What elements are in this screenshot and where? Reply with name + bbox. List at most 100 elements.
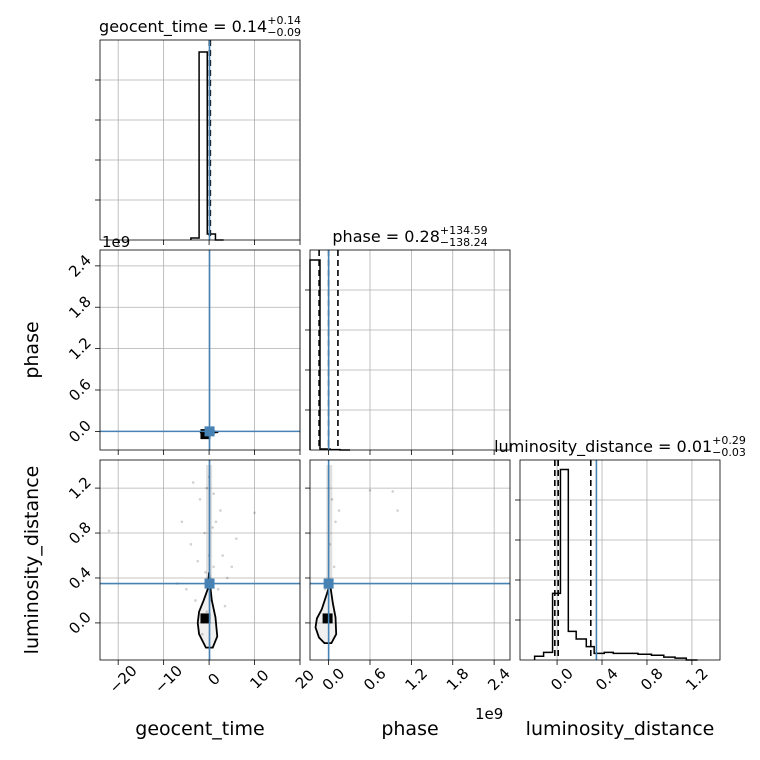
sample-point xyxy=(368,489,372,492)
tick-label: 0.4 xyxy=(592,664,622,694)
sample-point xyxy=(391,490,395,493)
sample-point xyxy=(212,565,215,569)
ylabel-phase: phase xyxy=(21,321,43,378)
tick-label: 20 xyxy=(292,666,318,692)
sample-point xyxy=(200,632,204,636)
sample-point xyxy=(330,498,334,501)
sample-point xyxy=(235,537,238,540)
sample-point xyxy=(107,529,111,533)
density-peak xyxy=(322,613,333,624)
tick-label: −10 xyxy=(151,662,186,697)
tick-label: 0 xyxy=(204,670,223,689)
sample-point xyxy=(185,587,188,591)
sample-point xyxy=(225,576,229,580)
sample-point xyxy=(189,542,193,546)
panel-frame xyxy=(309,459,511,661)
panel-frame xyxy=(99,249,301,451)
tick-label: 0.6 xyxy=(65,375,95,405)
panel-title: luminosity_distance = 0.01 +0.29−0.03 xyxy=(494,434,746,459)
tick-label: 2.4 xyxy=(484,664,514,694)
tick-label: 0.0 xyxy=(65,417,95,447)
sample-point xyxy=(230,565,234,569)
tick-label: 0.4 xyxy=(65,563,95,593)
tick-label: 2.4 xyxy=(65,251,95,281)
sample-point xyxy=(216,587,220,591)
panel-data xyxy=(100,250,300,450)
sample-point xyxy=(332,565,336,569)
hist-step-geocent_time xyxy=(190,51,224,241)
panel-frame xyxy=(519,459,721,661)
sample-point xyxy=(205,610,209,613)
sample-point xyxy=(191,481,195,484)
title-main: phase = 0.28 xyxy=(332,227,439,246)
tick-label: 1.2 xyxy=(402,664,432,694)
tick-label: 10 xyxy=(246,666,272,692)
sample-point xyxy=(205,486,209,490)
sample-point xyxy=(203,531,206,535)
tick-label: 0.8 xyxy=(637,664,667,694)
sample-point xyxy=(221,554,225,557)
title-main: geocent_time = 0.14 xyxy=(99,17,267,37)
title-minus: −0.03 xyxy=(712,446,746,459)
panel-background xyxy=(310,460,510,660)
panel-2d-geocent_time_vs_luminosity_distance: −20 −10 0 10 20 0.0 0.4 0.8 1.2 xyxy=(65,459,318,697)
sample-point xyxy=(211,526,215,529)
title-main: luminosity_distance = 0.01 xyxy=(494,437,712,457)
panel-hist-phase: phase = 0.28 +134.59−138.24 xyxy=(305,224,511,455)
density-peak xyxy=(200,613,211,624)
offset-text-phase-x: 1e9 xyxy=(475,705,503,723)
sample-point xyxy=(180,520,184,524)
xlabel-luminosity-distance: luminosity_distance xyxy=(526,718,715,740)
panel-data xyxy=(100,460,300,660)
hist-step-luminosity_distance xyxy=(533,468,698,661)
truth-marker xyxy=(204,578,215,589)
sample-point xyxy=(253,511,256,515)
xlabel-geocent-time: geocent_time xyxy=(135,718,264,740)
truth-marker xyxy=(323,578,334,589)
sample-point xyxy=(334,520,337,524)
tick-label: 1.2 xyxy=(65,334,95,364)
panel-background xyxy=(100,460,300,660)
tick-label: 0.0 xyxy=(547,664,577,694)
panel-background xyxy=(100,250,300,450)
sample-point xyxy=(396,509,399,512)
tick-label: 0.0 xyxy=(319,664,349,694)
panel-2d-geocent_time_vs_phase: 0.0 0.6 1.2 1.8 2.4 xyxy=(65,249,301,455)
tick-label: 1.8 xyxy=(443,664,473,694)
panel-title: geocent_time = 0.14 +0.14−0.09 xyxy=(99,14,301,39)
title-plus: +134.59 xyxy=(440,224,488,237)
sample-point xyxy=(196,559,200,563)
panel-frame xyxy=(99,39,301,241)
xlabel-phase: phase xyxy=(381,718,438,740)
truth-marker xyxy=(204,426,215,437)
sample-point xyxy=(204,571,207,574)
sample-point xyxy=(214,520,218,524)
tick-label: 0.6 xyxy=(360,664,390,694)
sample-point xyxy=(219,509,222,512)
title-minus: −0.09 xyxy=(267,26,301,39)
offset-text-phase-y: 1e9 xyxy=(102,233,130,251)
sample-point xyxy=(212,492,215,496)
sample-point xyxy=(223,604,227,608)
panel-hist-luminosity_distance: 0.0 0.4 0.8 1.2 luminosity_distance = 0.01 +0… xyxy=(494,434,746,694)
density-contour xyxy=(314,583,338,645)
tick-label: 1.2 xyxy=(682,664,712,694)
sample-point xyxy=(198,498,202,501)
tick-label: 1.8 xyxy=(65,292,95,322)
sample-point xyxy=(194,599,197,602)
density-contour xyxy=(196,572,219,649)
tick-label: −20 xyxy=(106,662,141,697)
panel-frame xyxy=(99,459,301,661)
sample-point xyxy=(337,509,341,512)
tick-label: 1.2 xyxy=(65,473,95,503)
title-plus: +0.14 xyxy=(267,14,301,27)
panel-data xyxy=(310,460,510,660)
panel-background xyxy=(310,250,510,450)
title-minus: −138.24 xyxy=(440,236,488,249)
panel-hist-geocent_time: geocent_time = 0.14 +0.14−0.09 xyxy=(95,14,301,245)
panel-frame xyxy=(309,249,511,451)
panel-2d-phase_vs_luminosity_distance: 0.0 0.6 1.2 1.8 2.4 xyxy=(305,459,514,694)
tick-label: 0.8 xyxy=(65,518,95,548)
ylabel-luminosity-distance: luminosity_distance xyxy=(21,466,43,655)
